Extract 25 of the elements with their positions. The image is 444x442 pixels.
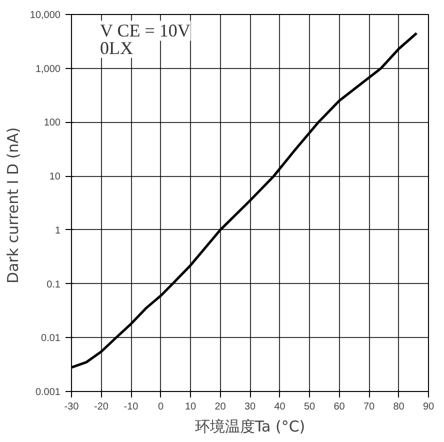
x-tick-label: -20 [94,402,109,412]
y-tick-label: 100 [44,118,61,129]
y-tick-label: 10 [49,172,61,183]
x-tick-label: 10 [184,402,196,412]
x-tick-label: 20 [214,402,226,412]
y-axis-title: Dark current I D (nA) [4,127,22,284]
x-tick-label: 30 [244,402,256,412]
x-tick-label: 70 [363,402,375,412]
y-tick-label: 0.01 [41,333,61,344]
x-axis-title: 环境温度Ta (°C) [194,418,306,436]
x-tick-label: -30 [64,402,80,412]
x-tick-label: 90 [422,402,434,412]
y-tick-label: 1,000 [35,64,61,75]
x-tick-label: 40 [274,402,286,412]
annotation: V CE = 10V [100,20,190,41]
y-tick-label: 10,000 [30,10,61,21]
x-tick-label: 0 [158,402,164,412]
x-tick-label: 50 [304,402,316,412]
y-tick-label: 0.1 [46,279,61,290]
x-tick-label: -10 [124,402,139,412]
annotation: 0LX [100,38,134,58]
x-tick-label: 60 [334,402,346,412]
x-tick-label: 80 [393,402,405,412]
y-tick-label: 1 [54,225,61,236]
y-tick-label: 0.001 [35,387,61,398]
